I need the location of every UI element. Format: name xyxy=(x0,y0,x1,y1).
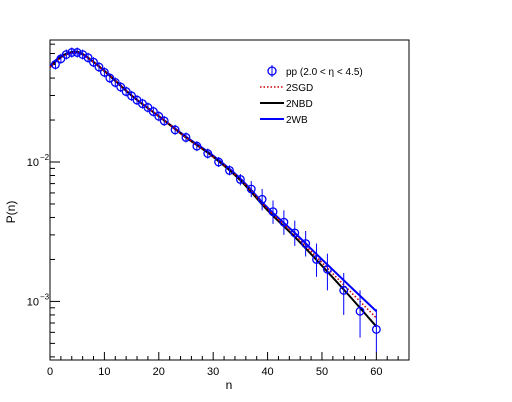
data-points xyxy=(50,47,381,353)
x-axis-label: n xyxy=(226,378,233,392)
series-line-2sgd xyxy=(49,51,377,319)
x-tick-label: 30 xyxy=(207,366,219,378)
x-tick-label: 20 xyxy=(153,366,165,378)
y-axis-label: P(n) xyxy=(4,201,18,224)
x-tick-label: 10 xyxy=(98,366,110,378)
data-point xyxy=(290,228,300,238)
data-point xyxy=(192,141,202,151)
x-tick-label: 40 xyxy=(261,366,273,378)
x-tick-label: 0 xyxy=(47,366,53,378)
data-point xyxy=(105,73,115,83)
y-axis: 10−210−3 xyxy=(27,43,60,358)
data-point xyxy=(99,67,109,77)
data-point xyxy=(89,57,98,67)
data-point xyxy=(50,60,60,70)
x-tick-label: 60 xyxy=(370,366,382,378)
plot-frame xyxy=(49,39,410,361)
data-point xyxy=(301,239,311,249)
data-point xyxy=(154,111,164,121)
data-point xyxy=(339,285,349,295)
data-point xyxy=(225,165,234,175)
legend-label-2nbd: 2NBD xyxy=(286,99,313,110)
legend-label-2wb: 2WB xyxy=(286,115,308,126)
data-point xyxy=(268,207,278,217)
data-point xyxy=(235,174,245,184)
data-point xyxy=(246,184,256,194)
y-tick-label: 10 xyxy=(27,296,39,308)
x-tick-label: 50 xyxy=(316,366,328,378)
data-point xyxy=(203,149,213,158)
data-point xyxy=(181,132,191,142)
data-point xyxy=(159,116,169,126)
legend: pp (2.0 < η < 4.5) 2SGD 2NBD 2WB xyxy=(260,65,363,126)
data-point xyxy=(56,54,66,64)
data-point xyxy=(110,78,120,87)
data-point xyxy=(116,82,126,92)
data-point xyxy=(127,91,137,101)
data-point xyxy=(148,107,158,117)
data-point xyxy=(72,48,82,57)
y-tick-exponent: −3 xyxy=(40,292,50,301)
data-point xyxy=(121,87,131,97)
data-point xyxy=(355,306,365,316)
x-axis: 0 10 20 30 40 50 60 xyxy=(47,352,410,378)
data-point xyxy=(61,50,71,59)
data-point xyxy=(322,264,332,274)
data-point xyxy=(170,125,180,135)
data-point xyxy=(312,254,321,264)
legend-label-data: pp (2.0 < η < 4.5) xyxy=(286,67,363,78)
legend-label-2sgd: 2SGD xyxy=(286,83,313,94)
data-point xyxy=(214,157,224,167)
y-tick-label: 10 xyxy=(27,157,39,169)
data-point xyxy=(94,62,104,72)
data-point xyxy=(371,324,381,334)
data-point xyxy=(83,53,93,63)
y-tick-exponent: −2 xyxy=(40,153,50,162)
data-point xyxy=(257,194,267,204)
data-point xyxy=(279,217,289,227)
data-point xyxy=(67,48,77,57)
